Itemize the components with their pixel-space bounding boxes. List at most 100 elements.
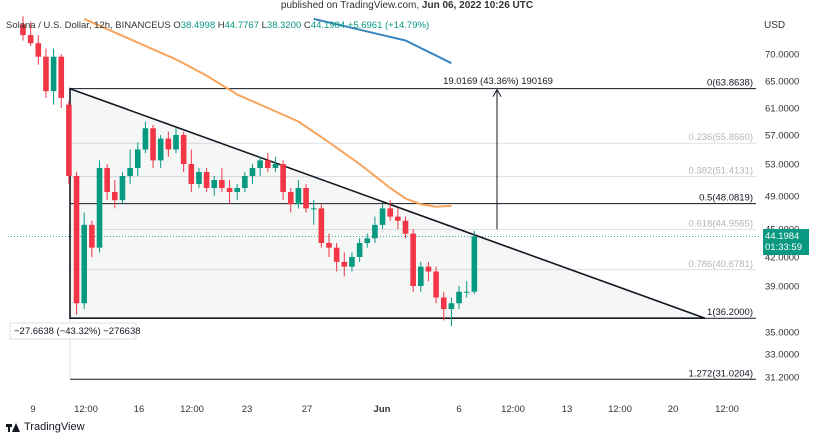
candle: [165, 131, 172, 157]
candle-body: [310, 208, 317, 210]
x-tick-label: Jun: [374, 404, 391, 415]
candle-body: [112, 192, 118, 201]
candle: [142, 121, 149, 154]
candle: [456, 286, 462, 309]
candle-body: [27, 35, 34, 44]
candle: [310, 200, 317, 225]
y-tick-label: 39.0000: [765, 282, 799, 293]
close-value: 44.1984: [310, 20, 346, 31]
symbol-legend: Solana / U.S. Dollar, 12h, BINANCEUS O38…: [6, 20, 430, 31]
candle: [318, 204, 325, 248]
fib-level-label: 1.272(31.0204): [689, 368, 753, 379]
change-value: +5.6961 (+14.79%): [347, 20, 430, 31]
x-tick-label: 20: [668, 404, 679, 415]
candle: [349, 252, 355, 272]
candle-body: [20, 24, 26, 36]
candle-body: [249, 168, 256, 176]
candle: [379, 204, 386, 229]
candle-body: [387, 208, 393, 217]
candle-body: [66, 104, 72, 176]
x-tick-label: 16: [134, 404, 145, 415]
candle-body: [203, 172, 210, 188]
candle: [425, 261, 432, 282]
candle-body: [89, 224, 95, 248]
candle-body: [364, 238, 371, 243]
fib-level-label: 0.618(44.9565): [689, 218, 753, 229]
last-price-tag: 44.1984 01:33:59: [763, 229, 809, 255]
candle: [295, 180, 302, 209]
candle-body: [440, 297, 447, 309]
candle-body: [356, 243, 363, 257]
candle: [287, 188, 294, 213]
candle-body: [418, 266, 424, 286]
fib-level-label: 0.786(40.6781): [689, 259, 753, 270]
candle-body: [372, 224, 378, 239]
moving-average-long: [313, 17, 452, 65]
candle-body: [341, 261, 348, 267]
candle: [134, 142, 141, 176]
candle-body: [35, 43, 42, 57]
candle-body: [471, 236, 478, 292]
high-value: 44.7767: [224, 20, 259, 31]
candle-body: [165, 138, 172, 150]
candle-body: [96, 168, 103, 248]
x-tick-label: 12:00: [74, 404, 98, 415]
candle: [119, 172, 126, 205]
candle: [387, 200, 393, 221]
candle-body: [127, 168, 133, 176]
fib-level-label: 0.382(51.4131): [689, 166, 753, 177]
candle: [66, 101, 72, 184]
candle-body: [43, 56, 49, 92]
candle: [303, 184, 309, 213]
candle-body: [257, 160, 263, 168]
bar-countdown: 01:33:59: [765, 242, 802, 253]
candle: [249, 164, 256, 184]
y-tick-label: 57.0000: [765, 131, 799, 142]
measure-up-label: 19.0169 (43.36%) 190169: [443, 76, 553, 87]
candle: [333, 243, 340, 272]
x-tick-label: 12:00: [608, 404, 632, 415]
candle-body: [211, 180, 218, 188]
candle: [180, 131, 187, 172]
candle-body: [157, 138, 164, 161]
candle-body: [410, 233, 416, 286]
candle: [58, 54, 65, 108]
candle-body: [280, 164, 286, 192]
candle: [265, 153, 271, 172]
x-tick-label: 12:00: [180, 404, 204, 415]
candle: [410, 229, 416, 292]
candle: [81, 212, 87, 309]
candle: [440, 291, 447, 321]
symbol-name: Solana / U.S. Dollar, 12h, BINANCEUS: [6, 20, 171, 31]
candle: [341, 252, 348, 277]
candle: [89, 220, 95, 257]
candle-body: [173, 135, 179, 150]
candle-body: [303, 188, 309, 209]
candle: [402, 216, 409, 239]
tradingview-brand: TradingView: [24, 421, 85, 433]
candle: [20, 16, 26, 41]
candle: [203, 168, 210, 192]
candle: [196, 168, 202, 188]
candle: [211, 176, 218, 196]
candle-body: [425, 266, 432, 272]
x-tick-label: 6: [456, 404, 461, 415]
candle: [73, 172, 80, 315]
candle: [150, 124, 156, 168]
x-tick-label: 13: [562, 404, 573, 415]
candle: [471, 230, 478, 295]
candle-body: [180, 135, 187, 164]
candle-body: [134, 149, 141, 168]
x-tick-label: 9: [30, 404, 35, 415]
y-tick-label: 42.0000: [765, 253, 799, 264]
candle-body: [219, 180, 225, 188]
candle-body: [349, 257, 355, 267]
candle: [27, 21, 34, 46]
last-price: 44.1984: [765, 231, 800, 242]
x-tick-label: 12:00: [715, 404, 739, 415]
x-tick-label: 27: [302, 404, 313, 415]
candle: [364, 233, 371, 248]
candle: [356, 238, 363, 262]
candle-body: [58, 56, 65, 98]
currency-label: USD: [764, 20, 786, 31]
